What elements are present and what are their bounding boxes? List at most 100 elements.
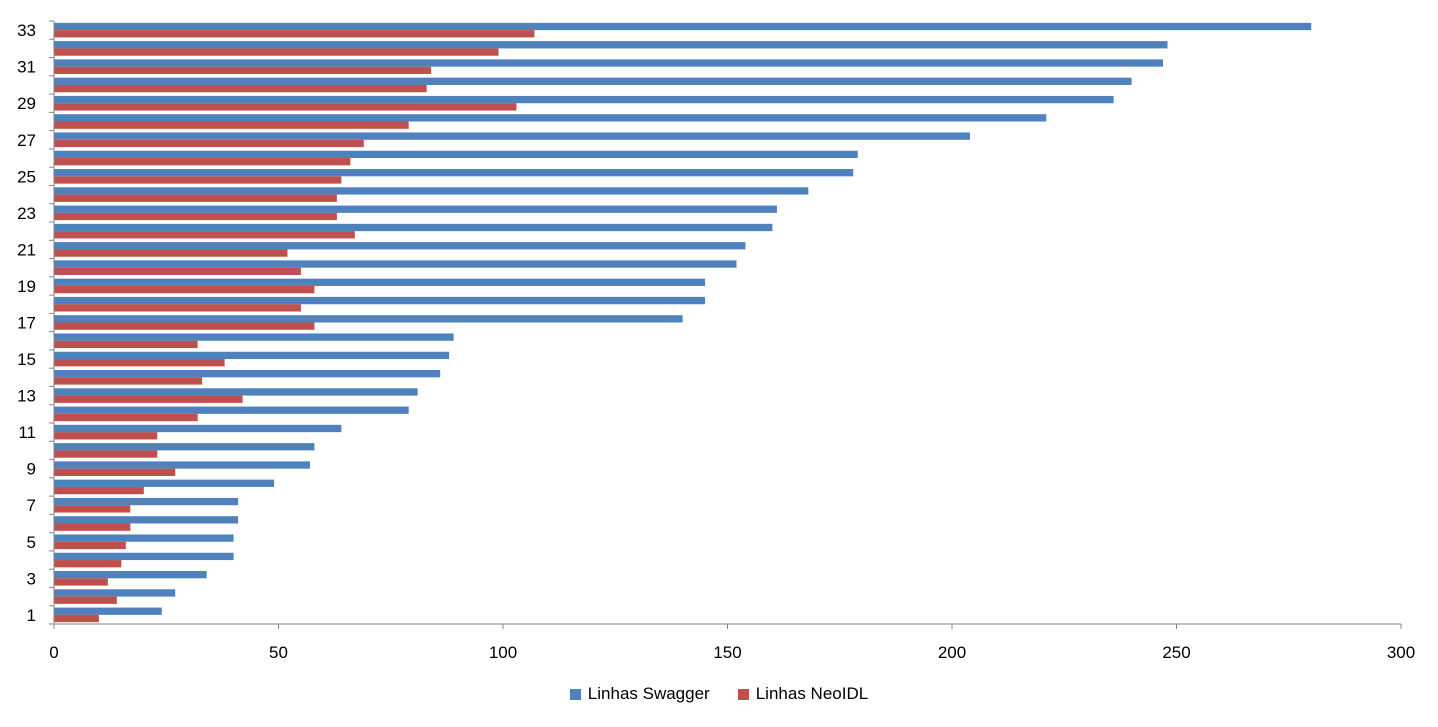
bar-swagger-1 <box>54 607 162 615</box>
bar-swagger-16 <box>54 333 454 341</box>
y-tick-label-21: 21 <box>17 240 36 259</box>
y-tick-label-11: 11 <box>18 423 36 442</box>
bar-swagger-26 <box>54 150 858 159</box>
y-tick-label-9: 9 <box>27 460 36 479</box>
bar-swagger-20 <box>54 260 737 268</box>
bar-swagger-5 <box>54 534 234 542</box>
bar-neoidl-7 <box>54 505 131 513</box>
bar-swagger-8 <box>54 479 275 487</box>
y-tick-label-1: 1 <box>27 606 36 625</box>
y-tick-label-33: 33 <box>17 21 36 40</box>
bar-swagger-2 <box>54 589 176 597</box>
x-tick-label-50: 50 <box>269 643 288 662</box>
y-tick-label-7: 7 <box>27 496 36 515</box>
bar-swagger-32 <box>54 41 1168 49</box>
legend: Linhas Swagger Linhas NeoIDL <box>0 684 1438 704</box>
bar-neoidl-17 <box>54 322 315 330</box>
bar-swagger-17 <box>54 315 683 323</box>
y-tick-label-29: 29 <box>17 94 36 113</box>
bar-neoidl-13 <box>54 395 243 403</box>
bar-swagger-25 <box>54 169 854 177</box>
bar-neoidl-3 <box>54 578 108 586</box>
bars-group <box>54 22 1312 623</box>
x-tick-label-0: 0 <box>49 643 58 662</box>
bar-swagger-29 <box>54 95 1114 104</box>
axes-group <box>49 20 1402 629</box>
bar-neoidl-22 <box>54 231 355 239</box>
y-tick-label-23: 23 <box>17 204 36 223</box>
bar-neoidl-26 <box>54 158 351 166</box>
bar-neoidl-24 <box>54 194 337 202</box>
y-tick-label-15: 15 <box>17 350 36 369</box>
bar-neoidl-28 <box>54 121 409 129</box>
bar-swagger-9 <box>54 461 310 469</box>
bar-swagger-24 <box>54 187 809 195</box>
bar-swagger-10 <box>54 443 315 451</box>
bar-neoidl-10 <box>54 450 158 458</box>
bar-neoidl-4 <box>54 560 122 568</box>
bar-neoidl-12 <box>54 413 198 422</box>
legend-label-swagger: Linhas Swagger <box>587 684 710 703</box>
x-tick-label-300: 300 <box>1387 643 1415 662</box>
y-tick-label-31: 31 <box>17 58 36 77</box>
x-tick-label-250: 250 <box>1162 643 1190 662</box>
x-tick-label-150: 150 <box>713 643 741 662</box>
bar-neoidl-5 <box>54 541 126 550</box>
bar-neoidl-23 <box>54 212 337 221</box>
bar-neoidl-16 <box>54 340 198 349</box>
bar-neoidl-2 <box>54 596 117 604</box>
bar-swagger-19 <box>54 278 706 286</box>
bar-swagger-13 <box>54 388 418 396</box>
bar-neoidl-6 <box>54 523 131 531</box>
bar-neoidl-25 <box>54 176 342 184</box>
x-tick-label-100: 100 <box>489 643 517 662</box>
bar-neoidl-1 <box>54 614 99 623</box>
bar-swagger-11 <box>54 424 342 433</box>
x-tick-labels: 0 50 100 150 200 250 300 <box>49 643 1415 662</box>
y-tick-label-25: 25 <box>17 167 36 186</box>
bar-neoidl-20 <box>54 267 301 275</box>
bar-neoidl-31 <box>54 66 432 74</box>
bar-swagger-15 <box>54 351 450 360</box>
legend-label-neoidl: Linhas NeoIDL <box>755 684 869 703</box>
bar-neoidl-15 <box>54 359 225 367</box>
bar-swagger-31 <box>54 59 1164 67</box>
bar-swagger-3 <box>54 571 207 579</box>
bar-neoidl-30 <box>54 84 427 93</box>
bar-neoidl-21 <box>54 249 288 257</box>
bar-swagger-12 <box>54 406 409 414</box>
bar-swagger-28 <box>54 114 1047 122</box>
x-tick-label-200: 200 <box>938 643 966 662</box>
bar-neoidl-33 <box>54 30 535 38</box>
bar-neoidl-27 <box>54 139 364 148</box>
y-tick-label-17: 17 <box>17 314 36 333</box>
bar-neoidl-8 <box>54 486 144 495</box>
bar-swagger-4 <box>54 552 234 561</box>
y-tick-label-3: 3 <box>27 569 36 588</box>
bar-swagger-23 <box>54 205 777 213</box>
y-tick-label-13: 13 <box>17 387 36 406</box>
bar-swagger-21 <box>54 242 746 250</box>
bar-swagger-27 <box>54 132 970 140</box>
bar-neoidl-29 <box>54 103 517 111</box>
bar-swagger-6 <box>54 516 239 524</box>
legend-item-swagger: Linhas Swagger <box>569 684 710 704</box>
bar-neoidl-18 <box>54 304 301 312</box>
y-tick-label-5: 5 <box>27 533 36 552</box>
bar-swagger-14 <box>54 370 441 378</box>
y-tick-label-27: 27 <box>17 131 36 150</box>
bar-neoidl-32 <box>54 48 499 56</box>
bar-swagger-33 <box>54 22 1312 31</box>
bar-neoidl-11 <box>54 432 158 440</box>
bar-neoidl-14 <box>54 377 203 385</box>
bar-neoidl-19 <box>54 285 315 294</box>
legend-swatch-neoidl <box>737 688 749 700</box>
bar-neoidl-9 <box>54 468 176 476</box>
bar-swagger-30 <box>54 77 1132 85</box>
bar-swagger-22 <box>54 223 773 232</box>
bar-swagger-7 <box>54 497 239 506</box>
legend-swatch-swagger <box>569 688 581 700</box>
